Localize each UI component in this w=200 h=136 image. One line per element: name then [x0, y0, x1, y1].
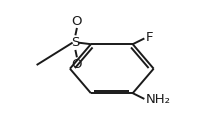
Text: O: O: [72, 58, 82, 71]
Text: NH₂: NH₂: [146, 93, 171, 106]
Text: F: F: [146, 31, 154, 44]
Text: O: O: [72, 15, 82, 28]
Text: S: S: [71, 36, 80, 49]
